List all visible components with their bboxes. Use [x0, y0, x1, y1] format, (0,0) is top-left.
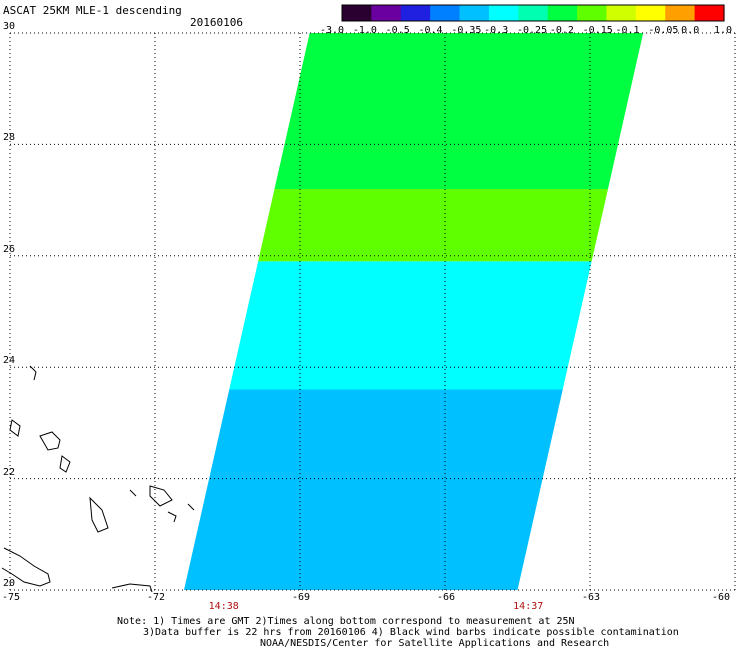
lat-tick-label: 26 [3, 243, 16, 255]
coastline-island [187, 503, 195, 511]
colorbar-swatch [342, 5, 372, 21]
note-line-2: 3)Data buffer is 22 hrs from 20160106 4)… [143, 627, 679, 638]
coastline-island [9, 419, 21, 437]
coastline-island [149, 485, 173, 507]
lat-tick-label: 30 [3, 21, 16, 32]
swath-band [184, 389, 563, 590]
coastline-hispaniola [111, 583, 153, 593]
colorbar-swatch [577, 5, 608, 21]
colorbar-tick-label: -0.1 [615, 25, 640, 36]
colorbar-swatch [459, 5, 490, 21]
swath-band [229, 261, 592, 390]
swath-band [258, 188, 608, 262]
lat-tick-label: 20 [3, 578, 16, 589]
lat-lon-grid [9, 32, 736, 591]
overpass-time-label: 14:38 [208, 601, 239, 612]
colorbar-swatch [694, 5, 725, 21]
colorbar-frame [341, 4, 725, 22]
product-title: ASCAT 25KM MLE-1 descending [3, 4, 182, 17]
coastline-island [29, 365, 37, 381]
colorbar-tick-label: 0.0 [681, 25, 700, 36]
lat-tick-label: 24 [3, 355, 16, 367]
swath-band [274, 33, 644, 189]
colorbar-swatch [665, 5, 696, 21]
colorbar-swatch [430, 5, 461, 21]
lat-tick-label: 28 [3, 132, 16, 144]
colorbar-swatch [400, 5, 431, 21]
colorbar-tick-label: -0.35 [451, 25, 482, 36]
colorbar-swatch [371, 5, 402, 21]
colorbar-swatch [606, 5, 637, 21]
coastline-island [39, 431, 61, 451]
coastline-island [89, 496, 109, 533]
colorbar-tick-label: 1.0 [714, 25, 733, 36]
colorbar-tick-label: -1.0 [352, 25, 377, 36]
colorbar-swatch [488, 5, 519, 21]
colorbar [341, 4, 725, 22]
lon-tick-label: -66 [437, 592, 456, 603]
coastline-island [59, 455, 71, 473]
lon-tick-label: -75 [2, 592, 21, 603]
coastline-cuba [1, 547, 51, 587]
colorbar-swatch [518, 5, 549, 21]
colorbar-tick-label: -0.4 [418, 25, 443, 36]
colorbar-swatch [547, 5, 578, 21]
coastline-island [129, 489, 137, 497]
lon-tick-label: -72 [147, 592, 166, 603]
note-line-3: NOAA/NESDIS/Center for Satellite Applica… [260, 638, 610, 649]
overpass-time-label: 14:37 [513, 601, 544, 612]
swath-layer [184, 33, 644, 590]
coastline-layer [1, 365, 195, 593]
colorbar-tick-label: -3.0 [320, 25, 345, 36]
lat-tick-label: 22 [3, 466, 16, 478]
product-date: 20160106 [190, 16, 243, 29]
colorbar-swatch [635, 5, 666, 21]
colorbar-tick-label: -0.2 [549, 25, 574, 36]
note-line-1: Note: 1) Times are GMT 2)Times along bot… [117, 616, 575, 627]
lon-tick-label: -69 [292, 592, 311, 603]
colorbar-tick-label: -0.3 [484, 25, 509, 36]
lon-tick-label: -63 [582, 592, 601, 603]
colorbar-tick-label: -0.25 [517, 25, 548, 36]
coastline-island [167, 511, 177, 523]
colorbar-tick-label: -0.05 [648, 25, 679, 36]
colorbar-tick-label: -0.15 [582, 25, 613, 36]
lon-tick-label: -60 [712, 592, 731, 603]
colorbar-tick-label: -0.5 [385, 25, 410, 36]
